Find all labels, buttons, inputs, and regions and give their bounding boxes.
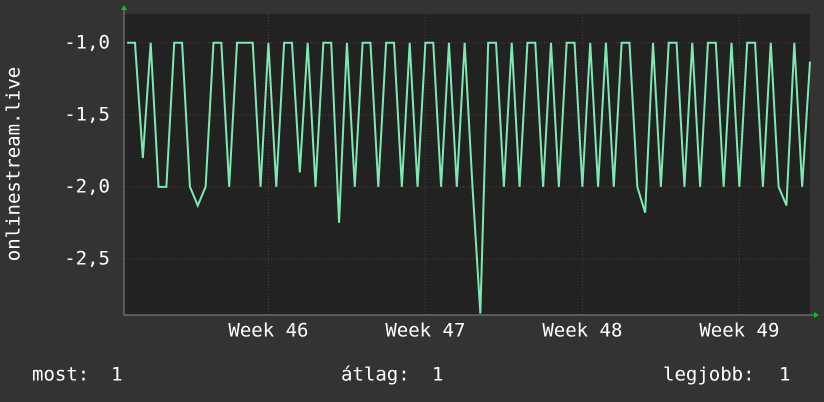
x-tick-label: Week 47 (385, 320, 465, 342)
y-tick-label: -2,0 (64, 175, 110, 197)
stat-value: 1 (111, 364, 122, 386)
x-tick-label: Week 46 (228, 320, 308, 342)
y-tick-label: -1,0 (64, 31, 110, 53)
stat-value: 1 (779, 364, 790, 386)
stat-label: legjobb: (663, 364, 755, 386)
plot-area (124, 14, 810, 315)
y-tick-label: -2,5 (64, 247, 110, 269)
stat-value: 1 (432, 364, 443, 386)
axis-arrow (814, 312, 819, 318)
stat-label: átlag: (341, 364, 410, 386)
stat-label: most: (32, 364, 89, 386)
y-axis-label: onlinestream.live (3, 67, 25, 261)
x-tick-label: Week 49 (699, 320, 779, 342)
x-tick-label: Week 48 (542, 320, 622, 342)
y-tick-label: -1,5 (64, 103, 110, 125)
data-line (127, 41, 811, 314)
axis-arrow (121, 5, 127, 10)
